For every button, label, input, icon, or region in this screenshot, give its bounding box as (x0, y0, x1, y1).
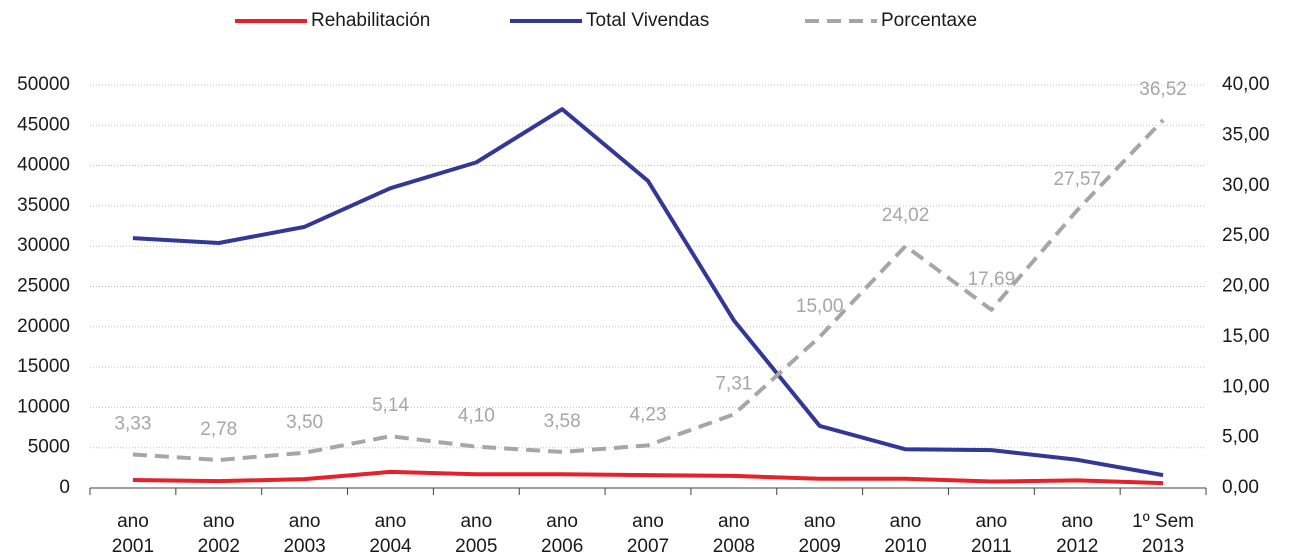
y-tick-label: 20000 (17, 316, 70, 337)
y2-tick-label: 20,00 (1222, 276, 1270, 297)
x-tick-label: ano 2008 (713, 511, 755, 554)
data-label: 5,14 (372, 395, 409, 416)
x-tick-label-line: 2004 (369, 536, 412, 554)
x-tick-label: ano 2003 (283, 511, 325, 554)
y-tick-label: 25000 (17, 276, 70, 297)
x-tick-label-line: 2005 (455, 536, 497, 554)
x-tick-label-line: 2012 (1056, 536, 1098, 554)
x-tick-label: ano 2001 (112, 511, 154, 554)
data-label: 4,10 (458, 406, 495, 427)
data-label: 2,78 (200, 419, 237, 440)
x-tick-label: ano 2009 (799, 511, 841, 554)
legend-label: Total Vivendas (586, 10, 709, 31)
y-tick-label: 15000 (17, 356, 70, 377)
x-tick-label-line: ano (718, 511, 750, 532)
x-tick-label-line: 2007 (627, 536, 669, 554)
x-tick-label-line: 2001 (112, 536, 154, 554)
y-tick-label: 10000 (17, 396, 70, 417)
y2-tick-label: 40,00 (1222, 74, 1270, 95)
x-tick-label-line: ano (976, 511, 1008, 532)
x-tick-label: ano 2004 (369, 511, 412, 554)
series-line (132, 107, 1164, 478)
x-tick-label-line: 2006 (541, 536, 583, 554)
y2-tick-label: 35,00 (1222, 124, 1270, 145)
y2-tick-label: 25,00 (1222, 225, 1270, 246)
y-tick-label: 35000 (17, 195, 70, 216)
data-label: 15,00 (796, 296, 844, 317)
data-label: 3,33 (114, 413, 151, 434)
series-line (132, 118, 1165, 462)
x-tick-label-line: ano (804, 511, 836, 532)
x-tick-label: ano 2010 (884, 511, 926, 554)
x-tick-label-line: 2013 (1142, 536, 1184, 554)
legend-label: Rehabilitación (311, 10, 430, 31)
y-tick-label: 0 (59, 477, 70, 498)
y-tick-label: 50000 (17, 74, 70, 95)
x-tick-label-line: ano (632, 511, 664, 532)
data-label: 17,69 (968, 269, 1016, 290)
y-tick-label: 30000 (17, 235, 70, 256)
data-label: 4,23 (630, 404, 667, 425)
y2-tick-label: 10,00 (1222, 376, 1270, 397)
x-tick-label: ano 2002 (198, 511, 240, 554)
x-tick-label: 1º Sem 2013 (1132, 511, 1194, 554)
data-label: 7,31 (715, 373, 752, 394)
y2-tick-label: 15,00 (1222, 326, 1270, 347)
x-tick-label-line: ano (890, 511, 922, 532)
y-tick-label: 45000 (17, 114, 70, 135)
x-tick-label-line: 2002 (198, 536, 240, 554)
x-tick-label-line: 2011 (971, 536, 1012, 554)
series-line (132, 469, 1164, 486)
x-tick-label-line: ano (375, 511, 407, 532)
x-tick-label-line: 2010 (884, 536, 926, 554)
x-tick-label: ano 2005 (455, 511, 497, 554)
x-tick-label-line: 2003 (283, 536, 325, 554)
x-tick-label-line: ano (289, 511, 321, 532)
x-tick-label: ano 2007 (627, 511, 669, 554)
x-tick-label-line: 1º Sem (1132, 511, 1194, 532)
x-tick-label-line: ano (203, 511, 235, 532)
legend-label: Porcentaxe (881, 10, 977, 31)
data-label: 24,02 (882, 205, 930, 226)
y-tick-label: 40000 (17, 155, 70, 176)
x-tick-label: ano 2011 (971, 511, 1012, 554)
x-tick-label-line: 2008 (713, 536, 755, 554)
x-tick-label-line: ano (1061, 511, 1093, 532)
x-tick-label-line: ano (546, 511, 578, 532)
y2-tick-label: 0,00 (1222, 477, 1259, 498)
x-tick-label-line: ano (460, 511, 492, 532)
data-label: 36,52 (1139, 79, 1187, 100)
y2-tick-label: 5,00 (1222, 427, 1259, 448)
y2-tick-label: 30,00 (1222, 175, 1270, 196)
x-tick-label: ano 2006 (541, 511, 583, 554)
data-label: 27,57 (1053, 169, 1101, 190)
data-label: 3,50 (286, 412, 323, 433)
data-label: 3,58 (544, 411, 581, 432)
x-tick-label-line: 2009 (799, 536, 841, 554)
x-tick-label: ano 2012 (1056, 511, 1098, 554)
x-tick-label-line: ano (117, 511, 149, 532)
y-tick-label: 5000 (28, 437, 70, 458)
